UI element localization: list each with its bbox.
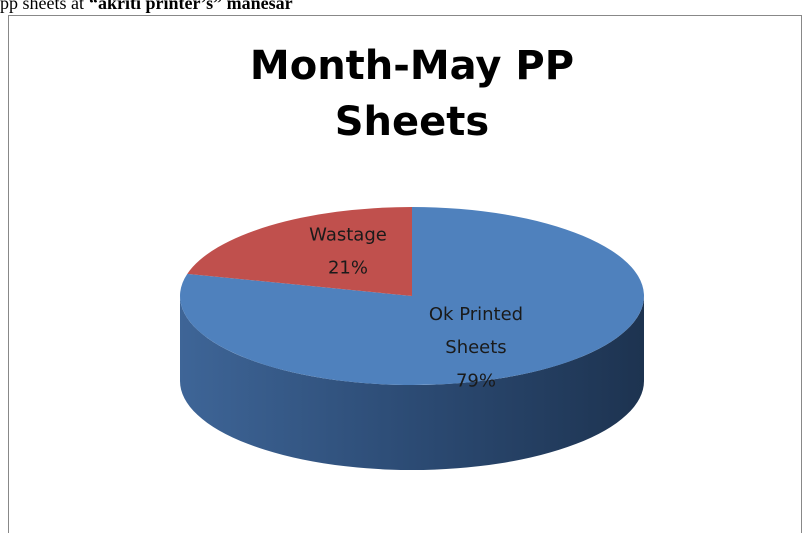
- slice-category-label: Wastage: [309, 224, 387, 246]
- caption: pp sheets at “akriti printer’s” manesar: [0, 0, 293, 14]
- slice-side: [180, 296, 644, 470]
- slice: [180, 207, 645, 385]
- caption-text: pp sheets at: [0, 0, 84, 13]
- chart-title: Month-May PP Sheets: [249, 43, 575, 145]
- chart-frame: [8, 15, 802, 533]
- slice: [187, 207, 412, 296]
- slice-value-label: 79%: [455, 370, 496, 392]
- slice-category-label: Ok Printed Sheets: [428, 303, 524, 358]
- caption-emphasis: “akriti printer’s” manesar: [88, 0, 293, 13]
- slice-value-label: 21%: [327, 257, 368, 279]
